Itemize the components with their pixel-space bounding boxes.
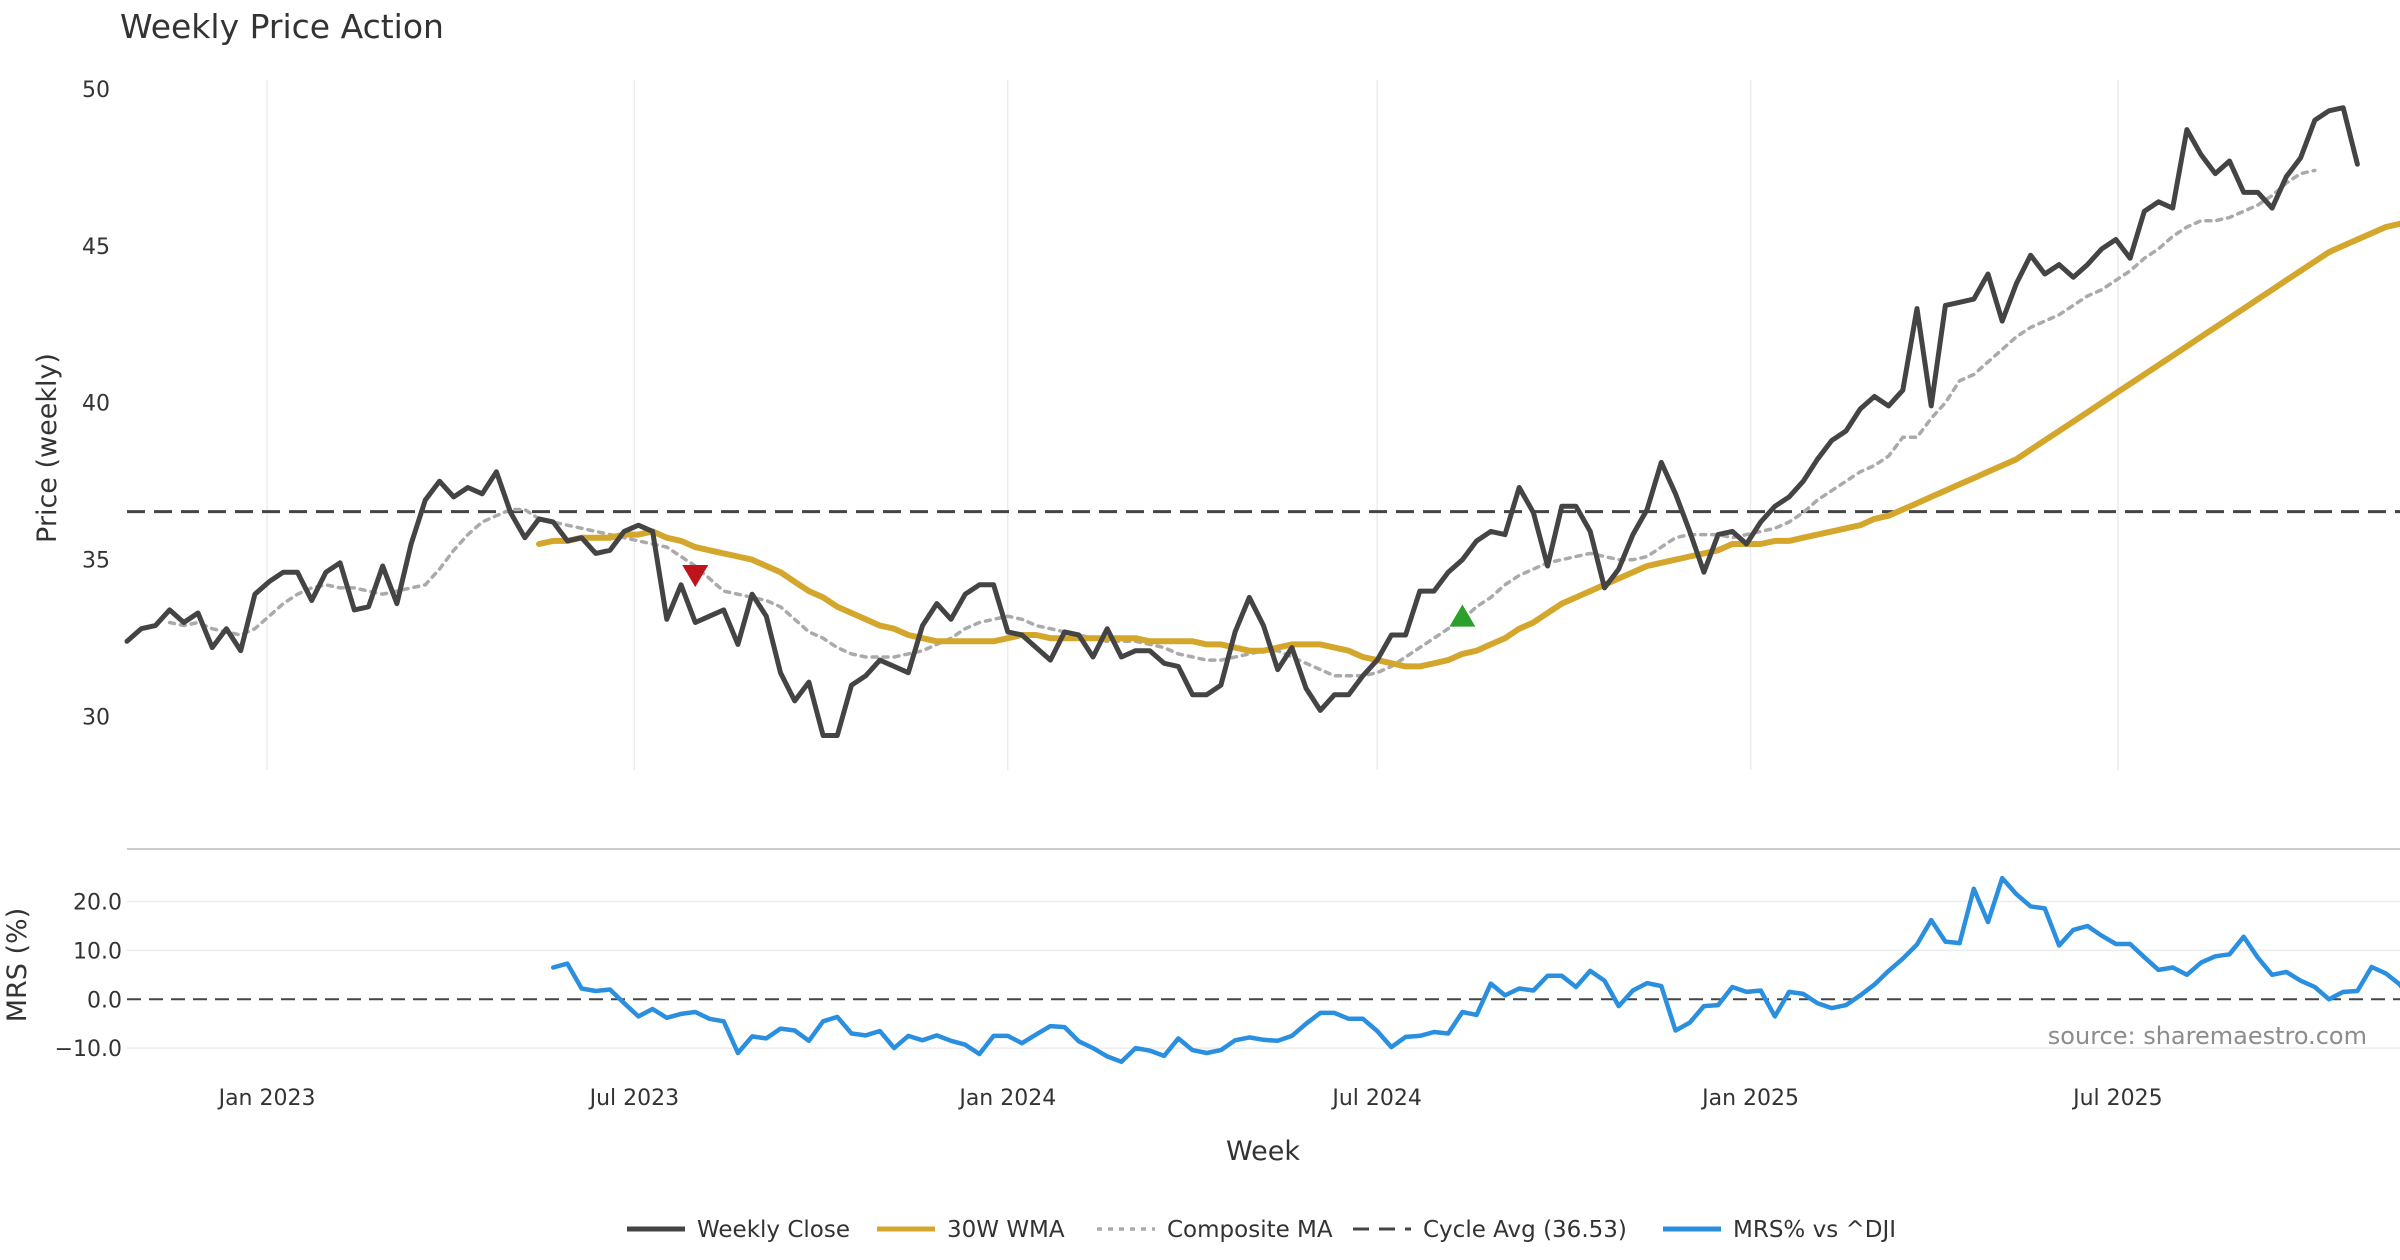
source-note: source: sharemaestro.com	[2048, 1022, 2367, 1050]
series-mrs-vs-dji	[550, 875, 2400, 1065]
series-30w-wma	[536, 220, 2400, 670]
mrs-gridlines	[127, 900, 2400, 1049]
price-y-ticks: 30 35 40 45 50	[82, 78, 110, 731]
chart-title: Weekly Price Action	[120, 7, 444, 46]
mrs-y-ticks: −10.0 0.0 10.0 20.0	[55, 891, 122, 1063]
price-y-tick-label: 30	[82, 706, 110, 731]
legend-label: Cycle Avg (36.53)	[1423, 1217, 1627, 1243]
mrs-series-group	[550, 875, 2400, 1065]
x-tick-label: Jan 2025	[1700, 1086, 1799, 1111]
legend-label: Composite MA	[1167, 1217, 1333, 1243]
price-gridlines	[266, 80, 2119, 770]
buy-signal-marker	[1449, 604, 1476, 627]
price-series-group	[124, 105, 2400, 738]
x-tick-label: Jul 2024	[1330, 1086, 1422, 1111]
x-tick-label: Jan 2023	[217, 1086, 316, 1111]
series-composite-ma	[167, 168, 2317, 678]
mrs-y-tick-label: −10.0	[55, 1037, 122, 1062]
x-axis-label: Week	[1226, 1136, 1300, 1167]
legend-label: MRS% vs ^DJI	[1733, 1217, 1896, 1243]
signal-markers	[682, 564, 1476, 627]
x-axis-ticks: Jan 2023 Jul 2023 Jan 2024 Jul 2024 Jan 2025…	[217, 1086, 2163, 1111]
x-tick-label: Jul 2025	[2071, 1086, 2163, 1111]
mrs-y-tick-label: 0.0	[87, 988, 122, 1013]
price-y-tick-label: 45	[82, 235, 110, 260]
legend-label: 30W WMA	[947, 1217, 1065, 1243]
sell-signal-marker	[682, 564, 709, 588]
legend-label: Weekly Close	[697, 1217, 850, 1243]
mrs-y-axis-label: MRS (%)	[2, 908, 33, 1023]
x-tick-label: Jul 2023	[588, 1086, 680, 1111]
series-weekly-close	[124, 105, 2360, 738]
legend: Weekly Close 30W WMA Composite MA Cycle Avg…	[627, 1217, 1896, 1243]
price-y-axis-label: Price (weekly)	[32, 353, 63, 543]
mrs-y-tick-label: 20.0	[73, 891, 122, 916]
price-y-tick-label: 50	[82, 78, 110, 103]
mrs-y-tick-label: 10.0	[73, 939, 122, 964]
price-y-tick-label: 40	[82, 392, 110, 417]
price-y-tick-label: 35	[82, 549, 110, 574]
x-tick-label: Jan 2024	[957, 1086, 1056, 1111]
